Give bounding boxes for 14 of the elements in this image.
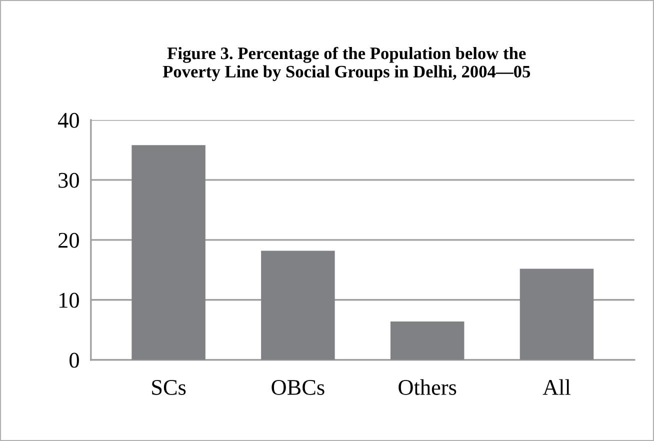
y-tick-label: 10: [60, 292, 79, 308]
x-tick-label: Others: [398, 379, 456, 395]
bar: [132, 145, 206, 360]
y-tick-label: 0: [70, 352, 79, 368]
x-tick-label: OBCs: [272, 380, 324, 395]
y-tick-label: 40: [58, 112, 79, 128]
bar: [520, 268, 594, 360]
chart-title: Figure 3. Percentage of the Population below the Poverty Line by Social Groups in Delhi, 2004—05: [162, 46, 530, 82]
bar: [390, 321, 464, 360]
bar: [261, 250, 335, 360]
y-tick-label: 30: [58, 172, 79, 188]
y-tick-label: 20: [58, 232, 79, 248]
x-tick-label: All: [542, 379, 570, 395]
x-tick-label: SCs: [152, 380, 186, 395]
